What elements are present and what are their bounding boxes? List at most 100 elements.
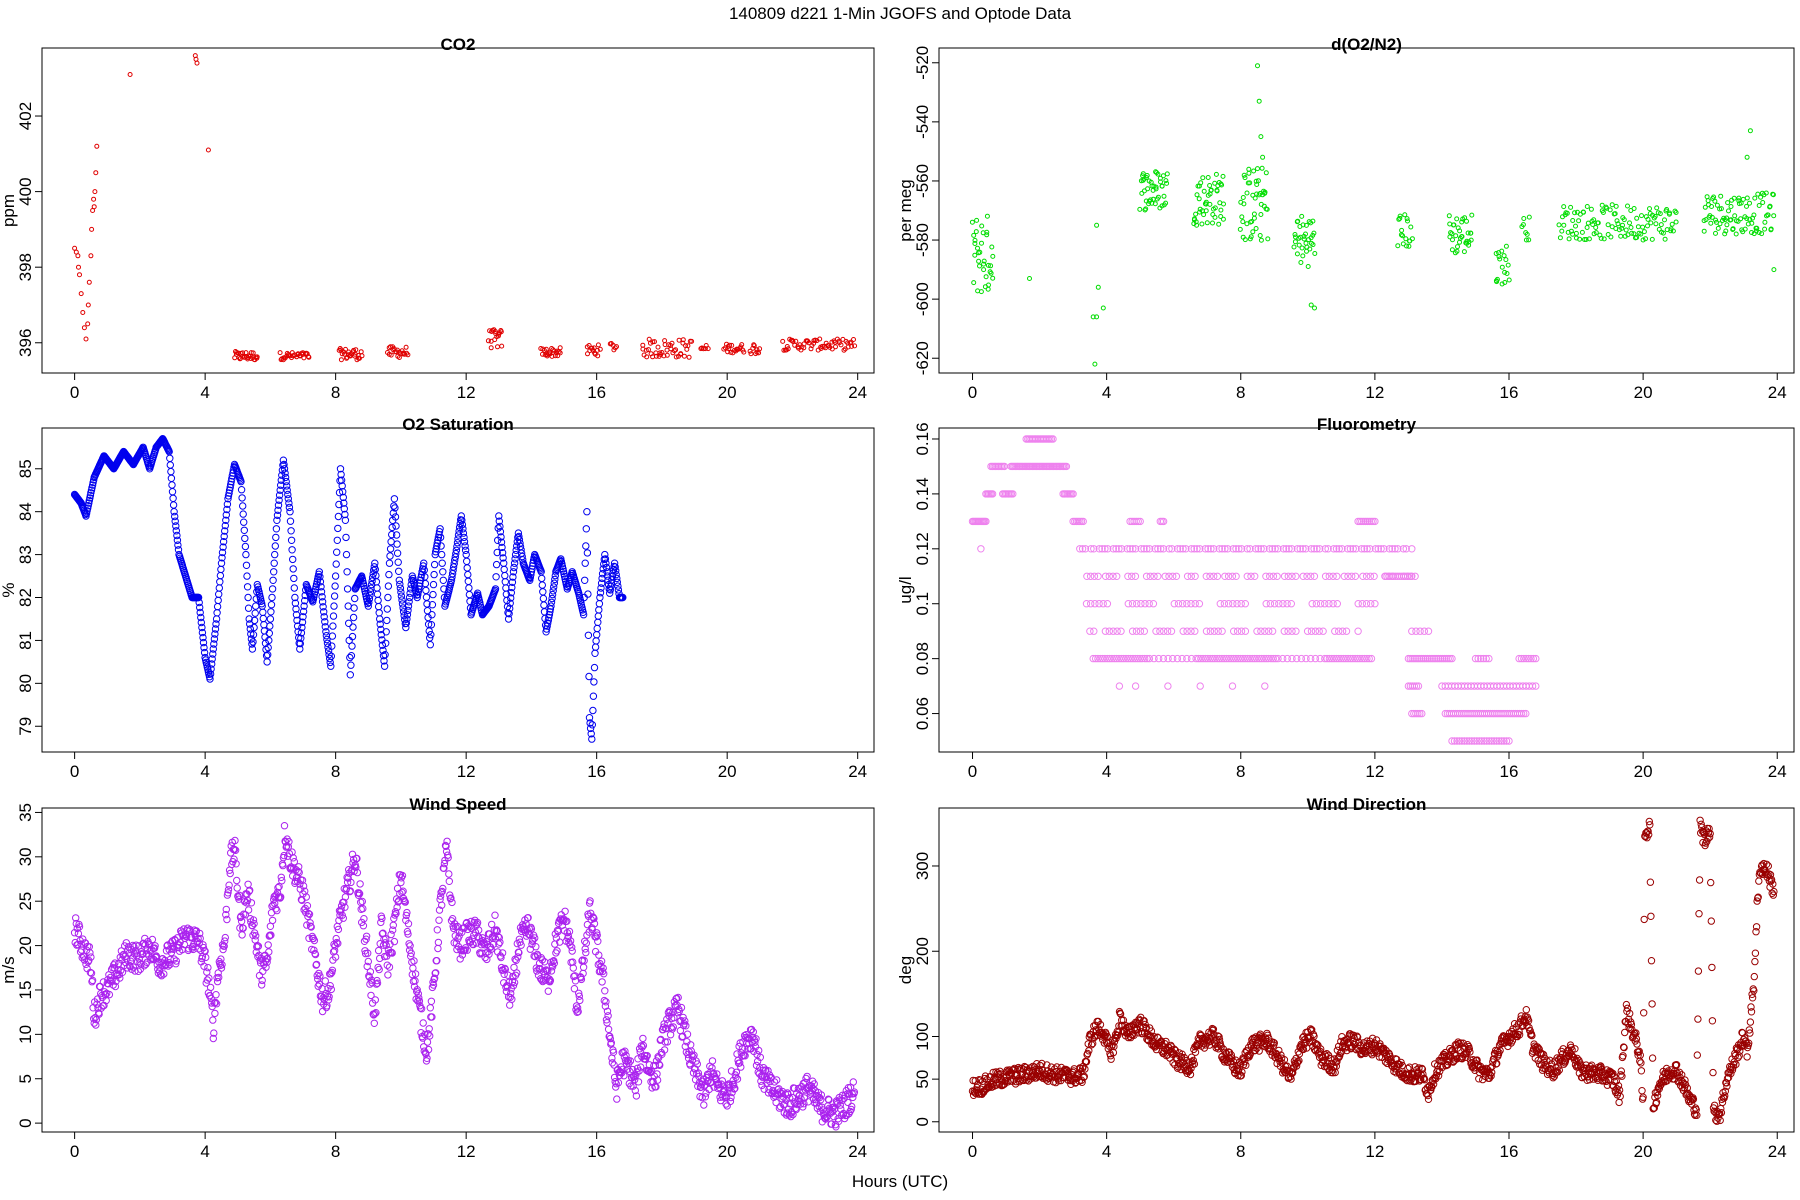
data-point [94,143,100,149]
data-point [74,929,83,938]
data-point [411,970,420,978]
data-point [317,583,325,591]
data-point [422,1057,431,1065]
data-point [245,615,253,623]
data-point [321,977,329,985]
data-point [1400,233,1405,239]
data-point [390,937,399,946]
data-point [1082,1058,1091,1066]
data-point [340,898,348,906]
data-point [1520,709,1528,718]
data-point [683,1030,692,1038]
data-point [829,346,835,352]
data-point [1122,654,1130,663]
data-point [244,604,253,612]
data-point [347,661,355,669]
data-point [277,873,285,881]
data-point [1221,201,1226,207]
data-point [1485,654,1493,663]
x-tick-label: 8 [1236,1142,1245,1161]
plot-title: Wind Direction [1307,795,1427,814]
data-point [851,337,856,342]
data-point [438,901,446,909]
data-point [388,523,396,532]
data-point [1145,600,1153,608]
data-point [764,1067,772,1075]
data-point [242,561,251,569]
x-tick-label: 12 [457,383,476,402]
data-point [1363,654,1371,663]
data-point [612,570,620,579]
data-point [1127,654,1135,663]
data-point [495,517,503,525]
data-point [1478,737,1486,745]
data-point [1221,545,1229,553]
data-point [606,1034,614,1043]
data-point [212,1000,221,1008]
data-point [1751,212,1757,218]
data-point [374,946,383,955]
data-point [640,342,646,348]
data-point [1212,180,1218,186]
data-point [1224,572,1233,580]
data-point [248,350,254,356]
data-point [86,949,94,957]
data-point [374,596,382,605]
data-point [538,581,546,589]
data-point [495,933,503,942]
data-point [301,597,309,605]
x-axis-label: Hours (UTC) [851,1172,949,1191]
data-point [981,267,987,273]
data-point [1108,654,1116,663]
data-point [495,512,503,520]
data-point [1150,1033,1158,1041]
data-point [1095,600,1103,608]
data-point [1266,572,1274,580]
data-point [986,282,991,288]
data-point [223,915,231,924]
data-point [770,1078,779,1086]
data-point [1625,203,1630,209]
data-point [681,353,687,359]
data-point [231,846,240,854]
data-point [1110,1042,1118,1051]
plot-frame [938,47,1795,374]
data-point [748,351,754,357]
data-point [984,232,990,238]
data-point [220,532,228,541]
data-point [1431,654,1439,663]
data-point [975,288,981,294]
data-point [500,565,508,574]
data-point [1450,237,1455,243]
data-point [268,593,276,602]
data-point [246,625,255,633]
data-point [981,1072,990,1080]
data-point [584,631,593,639]
data-point [343,346,348,352]
data-point [974,217,980,223]
data-point [1365,654,1373,663]
data-point [1333,600,1342,608]
data-point [612,345,618,351]
data-point [1280,1056,1289,1064]
data-point [395,576,403,584]
data-point [368,979,376,987]
data-point [173,536,182,544]
data-point [195,598,203,607]
data-point [243,572,251,580]
data-point [252,602,260,610]
data-point [231,836,239,845]
data-point [733,1075,742,1083]
data-point [325,651,333,659]
data-point [1261,682,1269,690]
data-point [1561,222,1567,228]
data-point [1183,654,1191,663]
data-point [1098,654,1107,663]
data-point [1220,600,1229,608]
data-point [551,575,559,584]
data-point [436,892,445,900]
data-point [1118,545,1126,553]
data-point [320,613,328,621]
data-point [156,970,165,979]
data-point [1251,545,1260,553]
